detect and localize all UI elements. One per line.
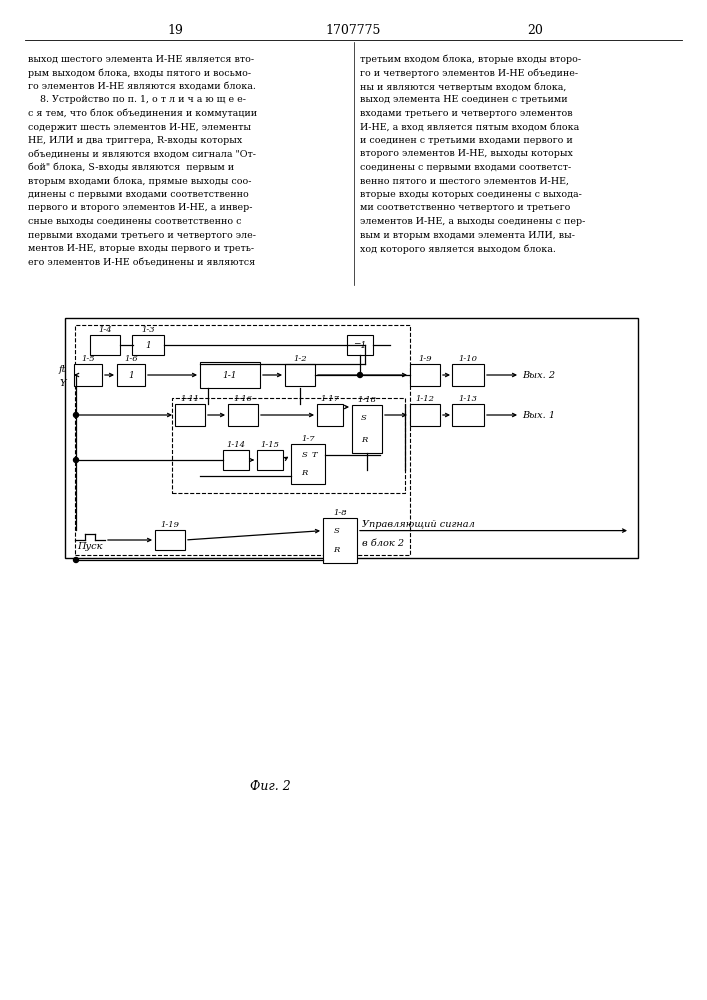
Bar [410, 404, 440, 426]
Text: го и четвертого элементов И-НЕ объедине-: го и четвертого элементов И-НЕ объедине- [360, 68, 578, 78]
Text: 1-16: 1-16 [233, 395, 252, 403]
Text: Пуск: Пуск [77, 542, 103, 551]
Text: T: T [312, 451, 317, 459]
Text: 1-15: 1-15 [260, 441, 279, 449]
Bar [172, 398, 405, 493]
Bar [155, 530, 185, 550]
Text: содержит шесть элементов И-НЕ, элементы: содержит шесть элементов И-НЕ, элементы [28, 122, 251, 131]
Bar [323, 518, 357, 563]
Bar [74, 364, 102, 386]
Text: элементов И-НЕ, а выходы соединены с пер-: элементов И-НЕ, а выходы соединены с пер… [360, 217, 585, 226]
Text: 1-13: 1-13 [459, 395, 477, 403]
Text: 1-19: 1-19 [160, 521, 180, 529]
Text: первого и второго элементов И-НЕ, а инвер-: первого и второго элементов И-НЕ, а инве… [28, 204, 252, 213]
Text: 1-3: 1-3 [141, 326, 155, 334]
Bar [257, 450, 283, 470]
Text: и соединен с третьими входами первого и: и соединен с третьими входами первого и [360, 136, 573, 145]
Text: S: S [334, 527, 339, 535]
Text: ми соответственно четвертого и третьего: ми соответственно четвертого и третьего [360, 204, 571, 213]
Text: выход элемента НЕ соединен с третьими: выход элемента НЕ соединен с третьими [360, 96, 568, 104]
Bar [317, 404, 343, 426]
Text: Вых. 1: Вых. 1 [522, 410, 555, 420]
Text: 1-17: 1-17 [320, 395, 339, 403]
Text: третьим входом блока, вторые входы второ-: третьим входом блока, вторые входы второ… [360, 55, 581, 64]
Bar [65, 318, 638, 558]
Text: И-НЕ, а вход является пятым входом блока: И-НЕ, а вход является пятым входом блока [360, 122, 579, 131]
Text: 1-12: 1-12 [416, 395, 435, 403]
Bar [75, 325, 410, 555]
Bar [452, 364, 484, 386]
Bar [291, 444, 325, 484]
Text: 1-9: 1-9 [418, 355, 432, 363]
Text: с я тем, что блок объединения и коммутации: с я тем, что блок объединения и коммутац… [28, 109, 257, 118]
Text: ментов И-НЕ, вторые входы первого и треть-: ментов И-НЕ, вторые входы первого и трет… [28, 244, 254, 253]
Bar [175, 404, 205, 426]
Text: 1-11: 1-11 [180, 395, 199, 403]
Text: первыми входами третьего и четвертого эле-: первыми входами третьего и четвертого эл… [28, 231, 256, 239]
Text: выход шестого элемента И-НЕ является вто-: выход шестого элемента И-НЕ является вто… [28, 55, 254, 64]
Text: второго элементов И-НЕ, выходы которых: второго элементов И-НЕ, выходы которых [360, 149, 573, 158]
Bar [228, 404, 258, 426]
Text: вторые входы которых соединены с выхода-: вторые входы которых соединены с выхода- [360, 190, 582, 199]
Circle shape [74, 458, 78, 462]
Bar [452, 404, 484, 426]
Text: 1-18: 1-18 [358, 396, 377, 404]
Text: его элементов И-НЕ объединены и являются: его элементов И-НЕ объединены и являются [28, 257, 255, 266]
Text: =1: =1 [354, 340, 367, 350]
Bar [223, 450, 249, 470]
Text: R: R [334, 546, 340, 554]
Text: го элементов И-НЕ являются входами блока.: го элементов И-НЕ являются входами блока… [28, 82, 256, 91]
Circle shape [358, 372, 363, 377]
Bar [410, 364, 440, 386]
Text: объединены и являются входом сигнала "От-: объединены и являются входом сигнала "От… [28, 149, 256, 158]
Text: Вых. 2: Вых. 2 [522, 370, 555, 379]
Bar [117, 364, 145, 386]
Text: 1-8: 1-8 [333, 509, 347, 517]
Text: бой" блока, S-входы являются  первым и: бой" блока, S-входы являются первым и [28, 163, 234, 172]
Text: 1-14: 1-14 [226, 441, 245, 449]
Text: R: R [301, 469, 308, 477]
Bar [285, 364, 315, 386]
Bar [132, 335, 164, 355]
Text: 19: 19 [167, 23, 183, 36]
Text: 1: 1 [145, 340, 151, 350]
Text: Управляющий сигнал: Управляющий сигнал [362, 520, 475, 529]
Text: 1-7: 1-7 [301, 435, 315, 443]
Text: ны и являются четвертым входом блока,: ны и являются четвертым входом блока, [360, 82, 566, 92]
Text: соединены с первыми входами соответст-: соединены с первыми входами соответст- [360, 163, 571, 172]
Text: в блок 2: в блок 2 [362, 539, 404, 548]
Circle shape [74, 558, 78, 562]
Text: 1: 1 [128, 370, 134, 379]
Text: вторым входами блока, прямые выходы соо-: вторым входами блока, прямые выходы соо- [28, 176, 252, 186]
Text: сные выходы соединены соответственно с: сные выходы соединены соответственно с [28, 217, 242, 226]
Bar [347, 335, 373, 355]
Text: S: S [302, 451, 308, 459]
Text: Фиг. 2: Фиг. 2 [250, 780, 291, 793]
Text: 1-10: 1-10 [459, 355, 477, 363]
Text: ft: ft [59, 365, 66, 374]
Text: ход которого является выходом блока.: ход которого является выходом блока. [360, 244, 556, 253]
Text: 20: 20 [527, 23, 543, 36]
Text: 1-1: 1-1 [223, 370, 238, 379]
Text: 1707775: 1707775 [325, 23, 380, 36]
Text: вым и вторым входами элемента ИЛИ, вы-: вым и вторым входами элемента ИЛИ, вы- [360, 231, 575, 239]
Bar [90, 335, 120, 355]
Text: Y: Y [59, 378, 66, 387]
Text: S: S [361, 414, 367, 422]
Text: входами третьего и четвертого элементов: входами третьего и четвертого элементов [360, 109, 573, 118]
Text: динены с первыми входами соответственно: динены с первыми входами соответственно [28, 190, 249, 199]
Text: рым выходом блока, входы пятого и восьмо-: рым выходом блока, входы пятого и восьмо… [28, 68, 251, 78]
Text: венно пятого и шестого элементов И-НЕ,: венно пятого и шестого элементов И-НЕ, [360, 176, 569, 186]
Text: 1-5: 1-5 [81, 355, 95, 363]
Bar [200, 362, 260, 388]
Text: 1-2: 1-2 [293, 355, 307, 363]
Text: 8. Устройство по п. 1, о т л и ч а ю щ е е-: 8. Устройство по п. 1, о т л и ч а ю щ е… [28, 96, 246, 104]
Circle shape [74, 412, 78, 418]
Text: 1-4: 1-4 [98, 326, 112, 334]
Text: 1-6: 1-6 [124, 355, 138, 363]
Text: R: R [361, 436, 367, 444]
Bar [352, 405, 382, 453]
Text: НЕ, ИЛИ и два триггера, R-входы которых: НЕ, ИЛИ и два триггера, R-входы которых [28, 136, 243, 145]
